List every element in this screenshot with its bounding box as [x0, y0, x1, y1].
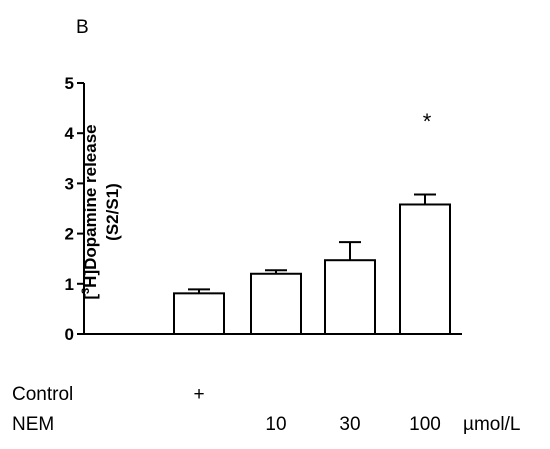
nem-dose-label: 30	[339, 414, 360, 435]
nem-dose-label: 100	[409, 414, 441, 435]
y-axis-ticks: 0 1 2 3 4 5	[65, 74, 84, 344]
panel-label: B	[76, 17, 89, 38]
y-tick-label: 4	[65, 124, 75, 143]
y-axis-title-line2: (S2/S1)	[103, 183, 122, 241]
bar	[250, 272, 302, 336]
y-tick-label: 0	[65, 325, 74, 344]
control-row-label: Control	[12, 384, 73, 405]
y-tick-label: 2	[65, 225, 74, 244]
y-tick-label: 5	[65, 74, 74, 93]
bar	[399, 203, 451, 335]
bar	[324, 259, 376, 335]
condition-cells: +10 30 100	[193, 384, 440, 435]
y-axis-title-line1: [3H]Dopamine release	[80, 124, 100, 299]
y-tick-label: 3	[65, 174, 74, 193]
bar	[173, 292, 225, 336]
nem-dose-label: 10	[265, 414, 286, 435]
bars-group: *	[173, 109, 451, 336]
control-mark: +	[193, 384, 204, 405]
y-tick-label: 1	[65, 275, 74, 294]
unit-label: µmol/L	[463, 414, 520, 435]
y-axis-title: [3H]Dopamine release (S2/S1)	[80, 124, 122, 299]
nem-row-label: NEM	[12, 414, 54, 435]
significance-marker: *	[423, 109, 432, 134]
